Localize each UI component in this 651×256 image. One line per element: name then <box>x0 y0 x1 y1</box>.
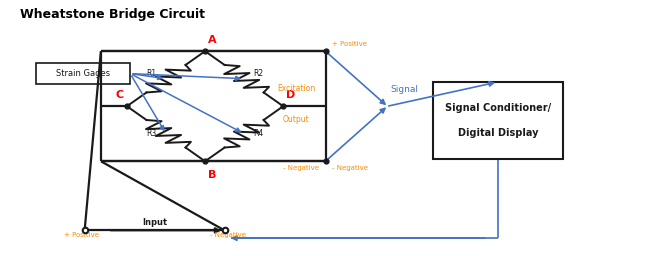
Text: + Positive: + Positive <box>332 41 367 47</box>
Text: R4: R4 <box>253 129 264 138</box>
Text: R1: R1 <box>146 69 157 78</box>
Text: B: B <box>208 170 217 180</box>
Text: C: C <box>116 90 124 100</box>
Text: Excitation: Excitation <box>277 84 315 93</box>
Text: Digital Display: Digital Display <box>458 128 538 138</box>
Text: Strain Gages: Strain Gages <box>56 69 110 78</box>
Bar <box>36 63 130 84</box>
Text: Wheatstone Bridge Circuit: Wheatstone Bridge Circuit <box>20 8 204 21</box>
Text: Output: Output <box>283 114 310 124</box>
Bar <box>433 82 563 159</box>
Text: + Positive: + Positive <box>64 232 99 238</box>
Text: Input: Input <box>142 218 167 227</box>
Text: D: D <box>286 90 296 100</box>
Text: R3: R3 <box>146 129 157 138</box>
Text: - Negative: - Negative <box>210 232 246 238</box>
Text: - Negative: - Negative <box>283 165 319 171</box>
Text: - Negative: - Negative <box>332 165 368 171</box>
Text: Signal Conditioner/: Signal Conditioner/ <box>445 102 551 113</box>
Text: Signal: Signal <box>391 85 419 94</box>
Text: R2: R2 <box>253 69 264 78</box>
Text: A: A <box>208 35 217 45</box>
